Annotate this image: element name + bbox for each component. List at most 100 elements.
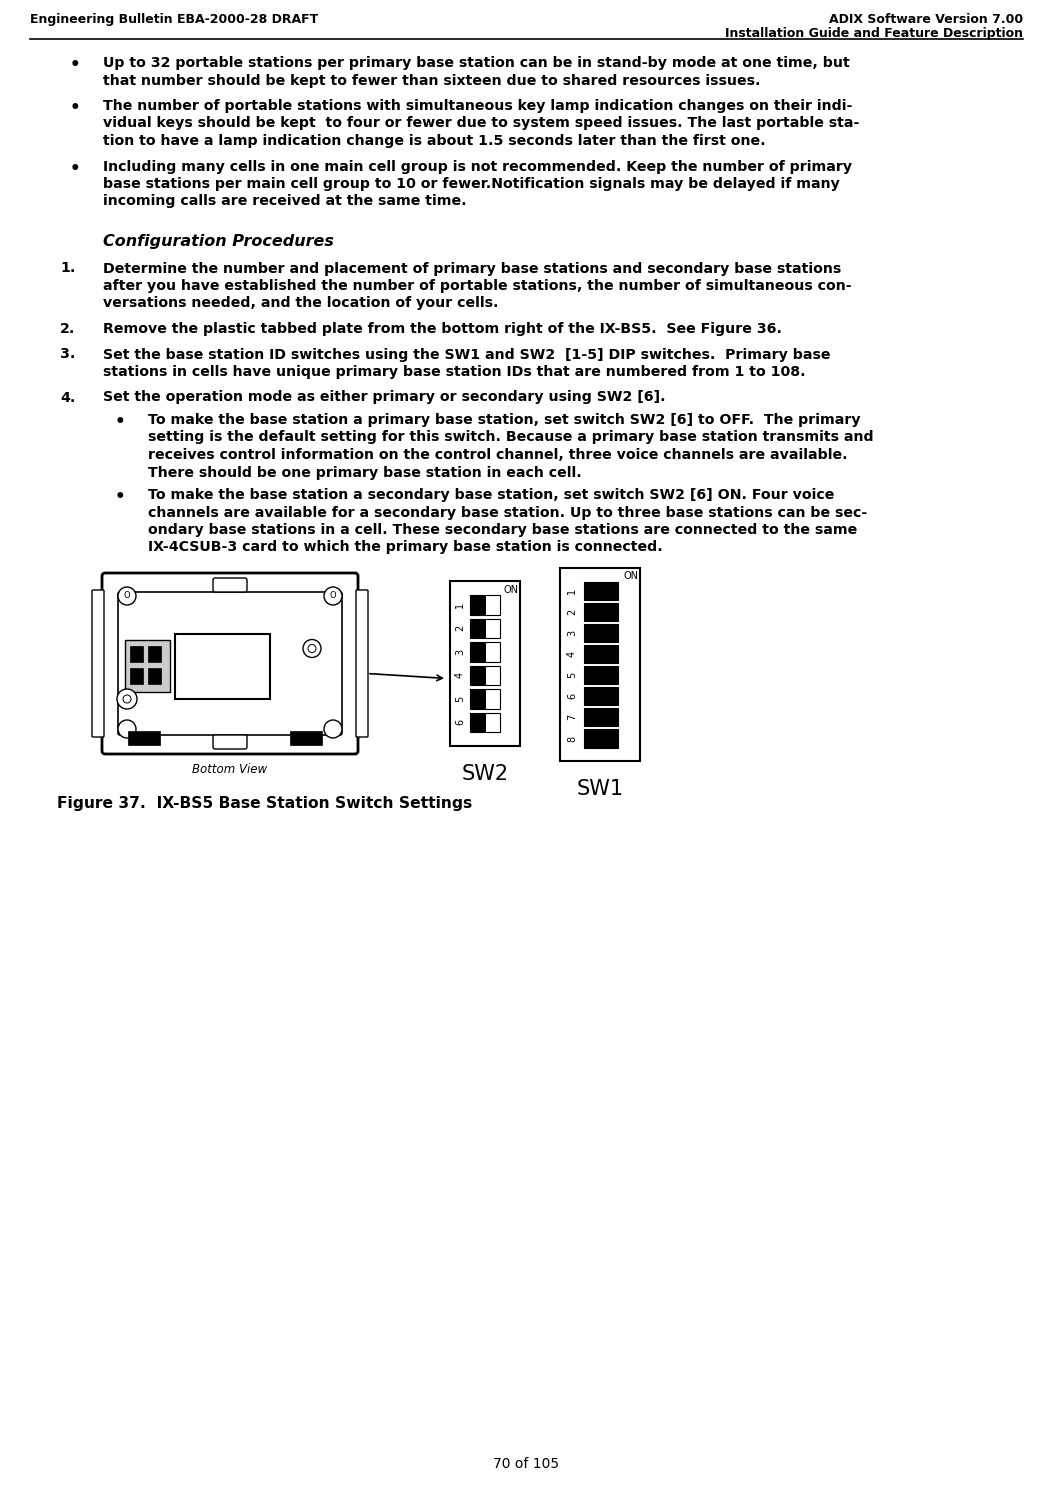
- Bar: [470, 665, 500, 684]
- Bar: [470, 618, 485, 638]
- Bar: [470, 642, 500, 662]
- Circle shape: [123, 695, 131, 702]
- Text: 2: 2: [567, 608, 577, 615]
- Bar: [470, 713, 485, 732]
- Text: base stations per main cell group to 10 or fewer.Notification signals may be del: base stations per main cell group to 10 …: [103, 177, 840, 191]
- Circle shape: [118, 720, 136, 738]
- Bar: [584, 708, 618, 726]
- Text: O: O: [123, 591, 131, 600]
- Bar: [175, 633, 270, 698]
- Text: receives control information on the control channel, three voice channels are av: receives control information on the cont…: [148, 447, 848, 462]
- Text: Set the operation mode as either primary or secondary using SW2 [6].: Set the operation mode as either primary…: [103, 390, 665, 404]
- Text: The number of portable stations with simultaneous key lamp indication changes on: The number of portable stations with sim…: [103, 99, 852, 113]
- Text: ON: ON: [503, 585, 518, 594]
- Text: setting is the default setting for this switch. Because a primary base station t: setting is the default setting for this …: [148, 431, 874, 444]
- Bar: [470, 713, 500, 732]
- Bar: [584, 602, 618, 621]
- Bar: [470, 665, 485, 684]
- Text: 1.: 1.: [60, 261, 76, 276]
- Circle shape: [117, 689, 137, 708]
- Bar: [128, 731, 160, 744]
- Text: 4: 4: [455, 672, 465, 678]
- Text: O: O: [330, 591, 336, 600]
- Circle shape: [324, 720, 342, 738]
- FancyBboxPatch shape: [102, 573, 358, 754]
- Text: 6: 6: [455, 719, 465, 725]
- Text: 70 of 105: 70 of 105: [493, 1457, 559, 1471]
- Text: channels are available for a secondary base station. Up to three base stations c: channels are available for a secondary b…: [148, 506, 868, 519]
- Circle shape: [307, 644, 316, 653]
- Text: Configuration Procedures: Configuration Procedures: [103, 234, 334, 249]
- Bar: [130, 668, 143, 683]
- Text: 4.: 4.: [60, 390, 76, 404]
- Bar: [470, 618, 500, 638]
- Text: Figure 37.  IX-BS5 Base Station Switch Settings: Figure 37. IX-BS5 Base Station Switch Se…: [57, 796, 472, 811]
- Text: 6: 6: [567, 693, 577, 699]
- Text: Up to 32 portable stations per primary base station can be in stand-by mode at o: Up to 32 portable stations per primary b…: [103, 56, 850, 71]
- Bar: [584, 581, 618, 599]
- Text: Set the base station ID switches using the SW1 and SW2  [1-5] DIP switches.  Pri: Set the base station ID switches using t…: [103, 348, 831, 362]
- Bar: [450, 581, 520, 746]
- Text: tion to have a lamp indication change is about 1.5 seconds later than the first : tion to have a lamp indication change is…: [103, 134, 766, 149]
- Text: vidual keys should be kept  to four or fewer due to system speed issues. The las: vidual keys should be kept to four or fe…: [103, 117, 859, 131]
- Bar: [584, 624, 618, 642]
- Bar: [130, 645, 143, 662]
- Bar: [470, 594, 500, 614]
- Bar: [584, 729, 618, 747]
- Bar: [470, 642, 485, 662]
- Bar: [148, 668, 161, 683]
- Text: 5: 5: [567, 672, 577, 678]
- FancyBboxPatch shape: [213, 578, 247, 591]
- Text: after you have established the number of portable stations, the number of simult: after you have established the number of…: [103, 279, 852, 293]
- Text: SW2: SW2: [461, 764, 509, 784]
- FancyBboxPatch shape: [92, 590, 104, 737]
- Text: 1: 1: [455, 602, 465, 608]
- Bar: [290, 731, 322, 744]
- Bar: [584, 666, 618, 684]
- FancyBboxPatch shape: [213, 735, 247, 749]
- Text: 3: 3: [455, 648, 465, 654]
- Text: Bottom View: Bottom View: [193, 763, 267, 776]
- Bar: [584, 666, 618, 684]
- Bar: [584, 687, 618, 705]
- Bar: [584, 708, 618, 726]
- Text: 5: 5: [455, 695, 465, 702]
- Text: To make the base station a secondary base station, set switch SW2 [6] ON. Four v: To make the base station a secondary bas…: [148, 488, 834, 501]
- Bar: [584, 624, 618, 642]
- Text: Engineering Bulletin EBA-2000-28 DRAFT: Engineering Bulletin EBA-2000-28 DRAFT: [29, 14, 318, 26]
- FancyBboxPatch shape: [118, 591, 342, 735]
- Text: that number should be kept to fewer than sixteen due to shared resources issues.: that number should be kept to fewer than…: [103, 74, 760, 87]
- Text: 7: 7: [567, 714, 577, 720]
- Text: Remove the plastic tabbed plate from the bottom right of the IX-BS5.  See Figure: Remove the plastic tabbed plate from the…: [103, 323, 782, 336]
- Text: •: •: [69, 56, 80, 74]
- Bar: [584, 645, 618, 663]
- Bar: [560, 567, 640, 761]
- Text: incoming calls are received at the same time.: incoming calls are received at the same …: [103, 195, 466, 209]
- Text: To make the base station a primary base station, set switch SW2 [6] to OFF.  The: To make the base station a primary base …: [148, 413, 860, 426]
- Text: versations needed, and the location of your cells.: versations needed, and the location of y…: [103, 297, 498, 311]
- FancyBboxPatch shape: [356, 590, 367, 737]
- Text: There should be one primary base station in each cell.: There should be one primary base station…: [148, 465, 581, 479]
- Bar: [470, 594, 485, 614]
- Bar: [584, 687, 618, 705]
- Text: ondary base stations in a cell. These secondary base stations are connected to t: ondary base stations in a cell. These se…: [148, 522, 857, 537]
- Text: SW1: SW1: [576, 779, 623, 799]
- Bar: [584, 645, 618, 663]
- Text: •: •: [115, 413, 125, 431]
- Bar: [125, 639, 170, 692]
- Bar: [584, 602, 618, 621]
- Circle shape: [324, 587, 342, 605]
- Circle shape: [303, 639, 321, 657]
- Circle shape: [118, 587, 136, 605]
- Text: ON: ON: [623, 570, 638, 581]
- Text: ADIX Software Version 7.00: ADIX Software Version 7.00: [829, 14, 1024, 26]
- Text: Installation Guide and Feature Description: Installation Guide and Feature Descripti…: [726, 27, 1024, 41]
- Bar: [470, 689, 500, 708]
- Text: stations in cells have unique primary base station IDs that are numbered from 1 : stations in cells have unique primary ba…: [103, 365, 806, 378]
- Text: •: •: [115, 488, 125, 506]
- Text: •: •: [69, 159, 80, 177]
- Text: 3.: 3.: [60, 348, 76, 362]
- Text: 2.: 2.: [60, 323, 76, 336]
- Text: Including many cells in one main cell group is not recommended. Keep the number : Including many cells in one main cell gr…: [103, 159, 852, 174]
- Bar: [584, 581, 618, 599]
